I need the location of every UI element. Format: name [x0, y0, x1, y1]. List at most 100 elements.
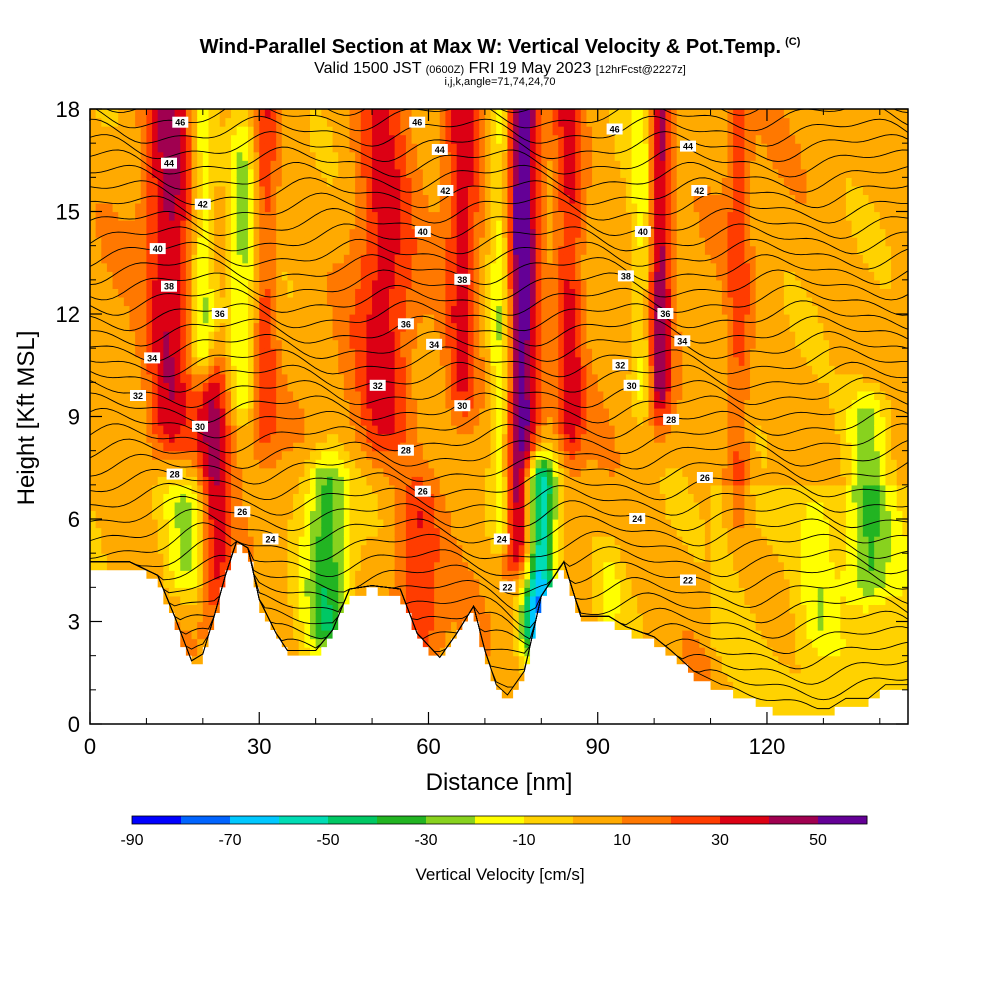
velocity-cell: [129, 450, 136, 460]
velocity-cell: [146, 279, 153, 289]
velocity-cell: [253, 416, 260, 426]
velocity-cell: [146, 271, 153, 281]
velocity-cell: [434, 638, 441, 648]
velocity-cell: [197, 126, 204, 136]
velocity-cell: [264, 305, 272, 315]
velocity-cell: [242, 322, 249, 332]
velocity-cell: [276, 262, 283, 272]
velocity-cell: [225, 459, 232, 469]
velocity-cell: [321, 493, 328, 503]
velocity-cell: [422, 467, 430, 477]
velocity-cell: [349, 433, 356, 443]
velocity-cell: [180, 561, 187, 571]
velocity-cell: [146, 117, 153, 127]
velocity-cell: [135, 527, 142, 537]
velocity-cell: [270, 399, 277, 409]
velocity-cell: [315, 168, 322, 178]
velocity-cell: [225, 177, 232, 187]
velocity-cell: [129, 501, 136, 512]
velocity-cell: [264, 433, 272, 443]
velocity-cell: [439, 296, 447, 307]
velocity-cell: [197, 356, 204, 366]
velocity-cell: [157, 271, 164, 281]
velocity-cell: [343, 168, 351, 178]
velocity-cell: [428, 126, 435, 136]
velocity-cell: [383, 536, 390, 546]
velocity-cell: [214, 185, 221, 196]
velocity-cell: [405, 382, 413, 392]
velocity-cell: [287, 647, 294, 657]
velocity-cell: [281, 202, 289, 213]
velocity-cell: [236, 339, 243, 349]
velocity-cell: [180, 185, 187, 196]
velocity-cell: [264, 126, 272, 136]
velocity-cell: [298, 331, 305, 341]
velocity-cell: [101, 143, 108, 153]
velocity-cell: [152, 211, 159, 221]
velocity-cell: [197, 271, 204, 281]
velocity-cell: [253, 544, 260, 554]
velocity-cell: [168, 202, 176, 213]
velocity-cell: [191, 160, 198, 170]
velocity-cell: [123, 254, 131, 264]
velocity-cell: [422, 211, 430, 221]
velocity-cell: [106, 254, 114, 264]
velocity-cell: [338, 570, 345, 580]
velocity-cell: [191, 561, 198, 571]
velocity-cell: [118, 314, 125, 324]
velocity-cell: [417, 595, 424, 606]
velocity-cell: [157, 237, 164, 247]
velocity-cell: [276, 322, 283, 332]
velocity-cell: [315, 638, 322, 648]
velocity-cell: [349, 519, 356, 529]
velocity-cell: [259, 527, 266, 537]
velocity-cell: [281, 143, 289, 153]
velocity-cell: [422, 365, 430, 375]
velocity-cell: [129, 373, 136, 383]
velocity-cell: [118, 271, 125, 281]
velocity-cell: [394, 254, 401, 264]
velocity-cell: [214, 493, 221, 503]
velocity-cell: [191, 519, 198, 529]
velocity-cell: [479, 630, 486, 640]
velocity-cell: [106, 322, 114, 332]
velocity-cell: [388, 126, 396, 136]
velocity-cell: [405, 578, 413, 588]
velocity-cell: [152, 442, 159, 452]
velocity-cell: [372, 296, 379, 307]
velocity-cell: [174, 553, 181, 563]
velocity-cell: [462, 527, 469, 537]
velocity-cell: [202, 612, 210, 623]
velocity-cell: [310, 501, 317, 512]
velocity-cell: [270, 134, 277, 144]
velocity-cell: [321, 356, 328, 366]
velocity-cell: [185, 578, 193, 588]
velocity-cell: [310, 134, 317, 144]
velocity-cell: [264, 442, 272, 452]
velocity-cell: [428, 331, 435, 341]
velocity-cell: [411, 314, 418, 324]
velocity-cell: [225, 160, 232, 170]
velocity-cell: [264, 595, 272, 606]
velocity-cell: [129, 109, 136, 119]
velocity-cell: [281, 561, 289, 571]
velocity-cell: [197, 365, 204, 375]
velocity-cell: [168, 382, 176, 392]
velocity-cell: [473, 109, 480, 119]
velocity-cell: [185, 288, 193, 298]
velocity-cell: [287, 476, 294, 486]
velocity-cell: [101, 126, 108, 136]
velocity-cell: [163, 476, 170, 486]
velocity-cell: [366, 433, 373, 443]
velocity-cell: [253, 109, 260, 119]
velocity-cell: [202, 134, 210, 144]
velocity-cell: [343, 510, 351, 520]
velocity-cell: [180, 109, 187, 119]
velocity-cell: [123, 365, 131, 375]
velocity-cell: [304, 416, 311, 426]
velocity-cell: [135, 143, 142, 153]
velocity-cell: [180, 177, 187, 187]
velocity-cell: [405, 365, 413, 375]
velocity-cell: [287, 109, 294, 119]
velocity-cell: [377, 177, 384, 187]
